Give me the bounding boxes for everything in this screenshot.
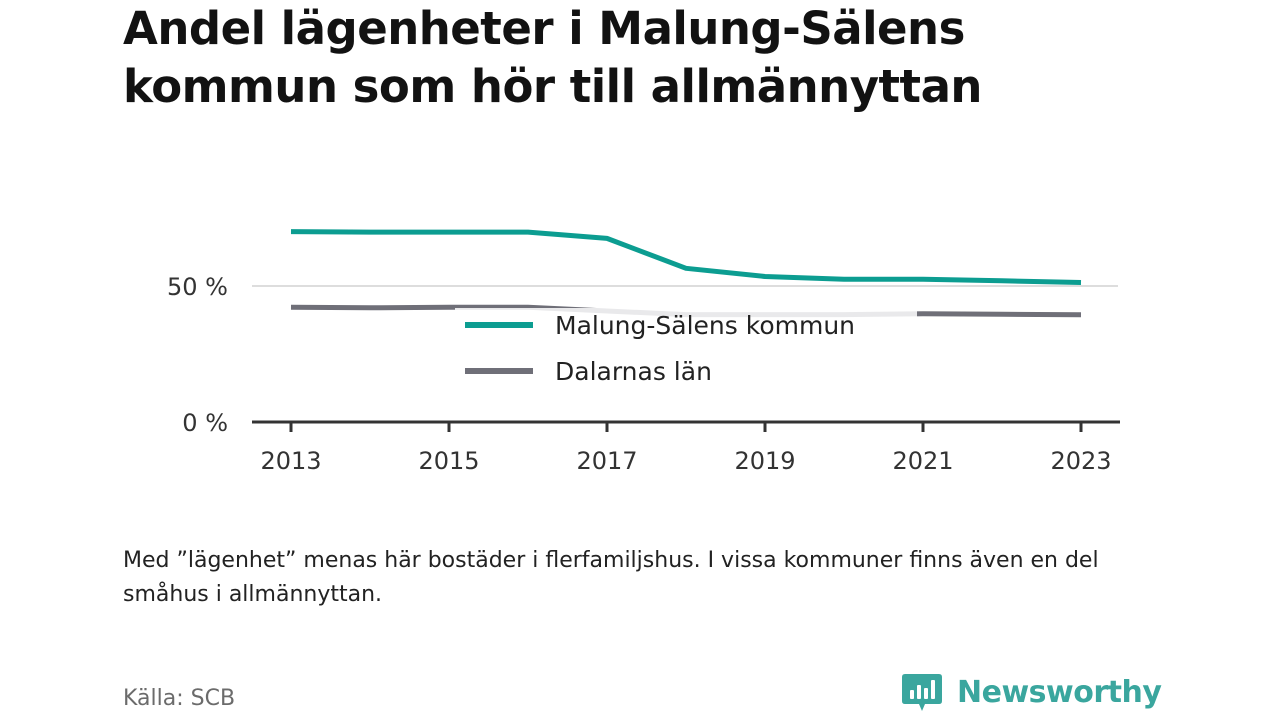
chart-note: Med ”lägenhet” menas här bostäder i fler… xyxy=(123,548,1099,607)
x-tick-label: 2021 xyxy=(892,447,953,475)
series-line-0 xyxy=(290,229,1082,285)
x-tick-label: 2019 xyxy=(734,447,795,475)
legend-label-0: Malung-Sälens kommun xyxy=(555,311,855,340)
x-tick-label: 2013 xyxy=(260,447,321,475)
x-axis xyxy=(252,420,1120,432)
x-tick-label: 2015 xyxy=(418,447,479,475)
series-lines xyxy=(290,229,1082,318)
brand-logo[interactable]: Newsworthy xyxy=(901,670,1162,714)
legend-label-1: Dalarnas län xyxy=(555,357,712,386)
brand-name: Newsworthy xyxy=(957,674,1162,710)
chart-title: Andel lägenheter i Malung-Sälens kommun … xyxy=(123,2,982,113)
legend-background xyxy=(455,308,917,388)
y-tick-label: 50 % xyxy=(167,273,228,301)
x-tick-label: 2023 xyxy=(1050,447,1111,475)
legend: Malung-Sälens kommun Dalarnas län xyxy=(455,308,917,388)
y-tick-label: 0 % xyxy=(182,409,228,437)
source-label: Källa: SCB xyxy=(123,686,236,711)
newsworthy-logo-icon xyxy=(902,674,942,711)
x-tick-label: 2017 xyxy=(576,447,637,475)
tick-labels: 2013 2015 2017 2019 2021 2023 0 % 50 % xyxy=(167,273,1112,475)
